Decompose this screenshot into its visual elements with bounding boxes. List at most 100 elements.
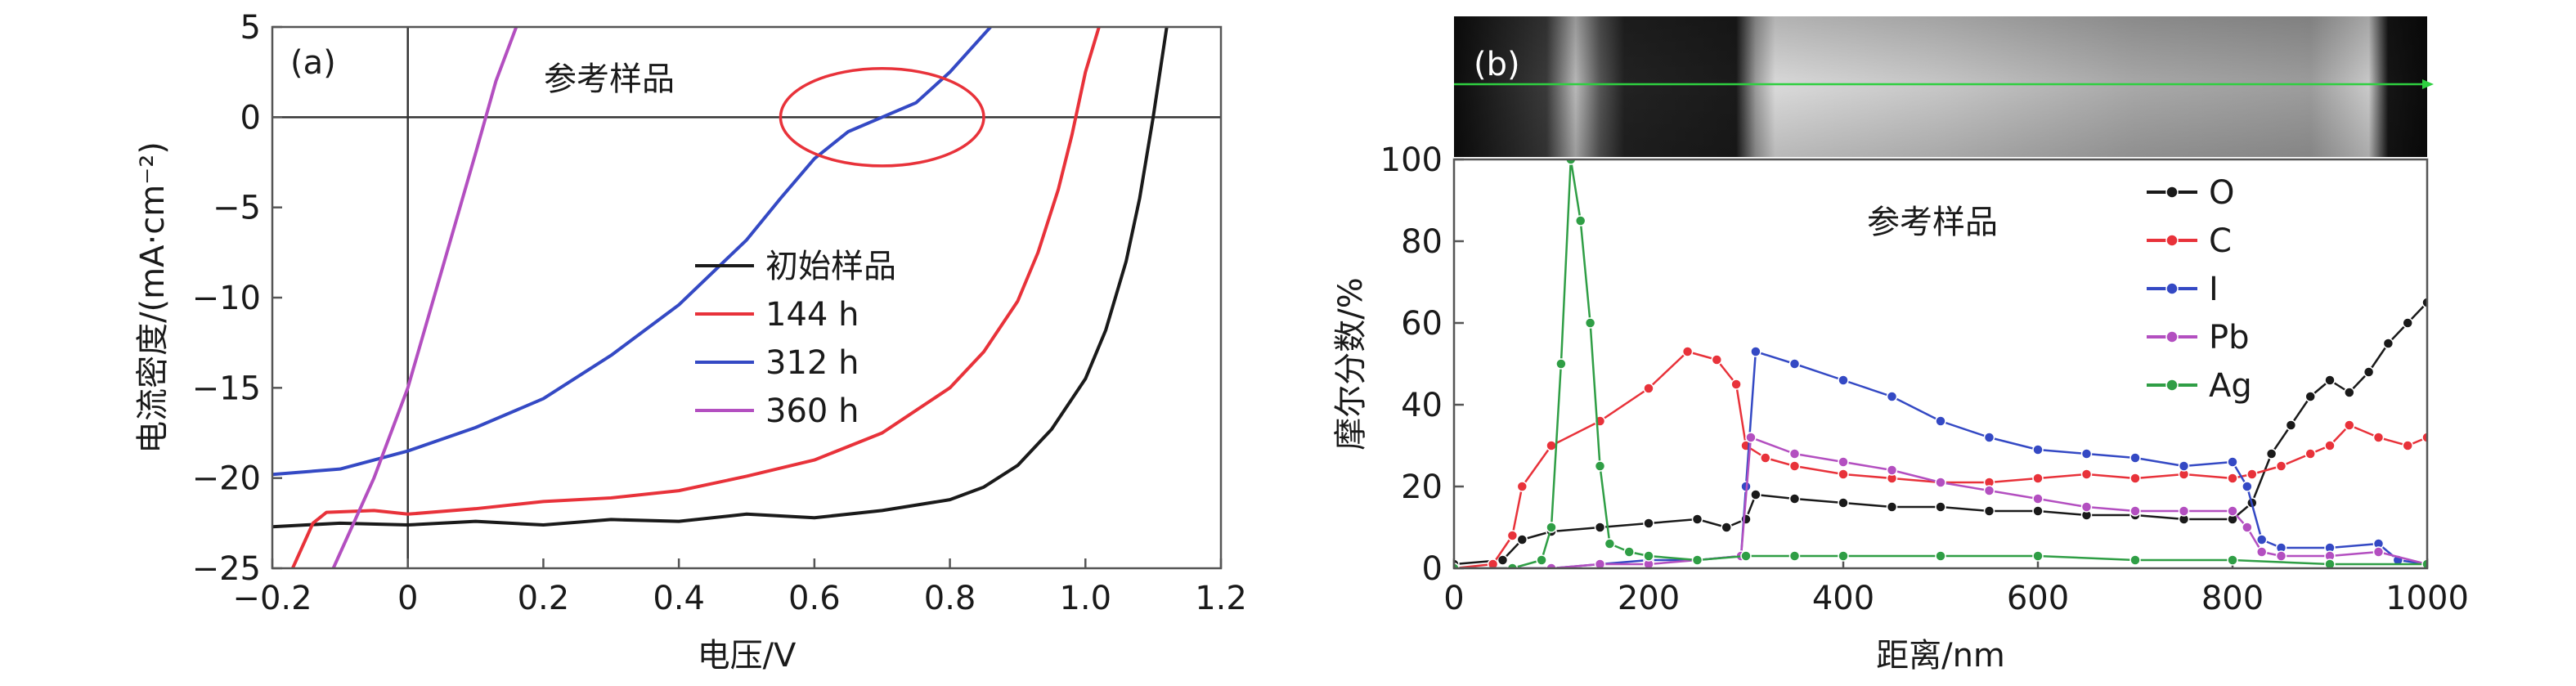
chart-b-data-point (2255, 546, 2268, 558)
chart-b-data-point (2080, 469, 2093, 480)
chart-b-data-point (1838, 374, 1849, 386)
chart-b-data-point (2227, 505, 2238, 517)
chart-b-data-point (2344, 387, 2355, 398)
chart-b-data-point (1788, 550, 1801, 562)
chart-b-data-point (2032, 493, 2044, 504)
chart-b-legend-label: Pb (2209, 319, 2250, 356)
chart-b-data-point (1454, 563, 1460, 568)
chart-b-y-tick-label: 100 (1380, 141, 1443, 179)
chart-b-data-point (1750, 346, 1761, 357)
chart-b-data-point (2032, 473, 2044, 484)
chart-b-data-point (1546, 563, 1557, 568)
chart-b-x-tick-label: 800 (2201, 580, 2264, 617)
chart-b-data-point (1983, 485, 1995, 496)
chart-b-data-point (1935, 501, 1946, 513)
chart-b-data-point (2382, 338, 2394, 349)
chart-a-y-tick-label: −25 (192, 550, 261, 588)
chart-b-x-tick-label: 0 (1443, 580, 1464, 617)
chart-b-x-tick-label: 400 (1812, 580, 1874, 617)
chart-a-legend-label: 312 h (765, 344, 859, 382)
chart-b-data-point (1711, 354, 1723, 365)
chart-a-panel-label: (a) (290, 44, 336, 82)
chart-b-annotation: 参考样品 (1867, 204, 1998, 241)
chart-b-data-point (2324, 558, 2336, 568)
chart-b-y-tick-label: 40 (1401, 387, 1443, 424)
chart-b-data-point (1506, 563, 1519, 568)
chart-b-data-point (2080, 501, 2093, 513)
chart-a-y-tick-label: −10 (192, 280, 261, 317)
chart-b-data-point (1584, 317, 1596, 329)
chart-b-data-point (1788, 460, 1801, 472)
chart-b-data-point (2402, 317, 2413, 329)
chart-b-legend-label: I (2209, 271, 2219, 308)
chart-a-series-line (272, 27, 992, 477)
chart-b-data-point (1935, 415, 1946, 427)
chart-a-frame (271, 25, 1223, 570)
chart-b-data-point (2227, 554, 2238, 566)
chart-a-x-axis-label: 电压/V (698, 637, 797, 675)
chart-b-data-point (1623, 546, 1635, 558)
chart-b-data-point (2324, 440, 2336, 451)
chart-b-data-point (1886, 501, 1898, 513)
chart-a-series-line (291, 27, 1101, 568)
chart-b-data-point (1643, 383, 1654, 394)
chart-a: −0.2 0 0.2 0.4 0.6 0.8 1.0 1.2−25−20−15−10−505 … (134, 9, 1247, 675)
chart-a-x-tick-label: 0.2 (518, 580, 570, 617)
chart-b-data-point (1536, 554, 1547, 566)
chart-b-data-point (1838, 469, 1849, 480)
chart-b-data-point (2032, 550, 2044, 562)
chart-b-legend-marker (2165, 330, 2179, 343)
chart-b-legend-label: C (2209, 222, 2232, 260)
chart-b-data-point (1594, 460, 1606, 472)
chart-b-data-point (1983, 505, 1995, 517)
chart-b-data-point (2285, 419, 2297, 431)
chart-b-x-tick-label: 600 (2007, 580, 2069, 617)
chart-b-data-point (2080, 448, 2093, 460)
chart-b-data-point (1594, 558, 1606, 568)
chart-a-legend-label: 360 h (765, 392, 859, 430)
chart-b-x-tick-label: 200 (1618, 580, 1680, 617)
chart-a-highlight-ellipse (779, 67, 985, 168)
chart-b-data-point (1886, 391, 1898, 402)
chart-a-y-tick-label: −5 (213, 190, 261, 227)
chart-b-data-point (1721, 522, 1732, 533)
chart-b-data-point (2032, 444, 2044, 455)
chart-a-x-tick-label: 1.2 (1195, 580, 1247, 617)
chart-b-panel-label: (b) (1474, 46, 1520, 83)
chart-b-data-point (2227, 473, 2238, 484)
chart-b-data-point (2344, 419, 2355, 431)
chart-b-data-point (2372, 432, 2385, 443)
chart-b-data-point (2242, 481, 2253, 492)
chart-a-y-tick-label: 0 (240, 99, 261, 137)
chart-b-y-axis-label: 摩尔分数/% (1332, 277, 1370, 450)
chart-b-data-point (1788, 358, 1801, 370)
chart-b-data-point (1730, 379, 1742, 390)
chart-b-data-point (1604, 538, 1616, 549)
chart-b-data-point (2372, 546, 2385, 558)
chart-b-legend-marker (2165, 379, 2179, 392)
chart-b-data-point (1760, 452, 1771, 464)
chart-a-x-tick-label: 0 (397, 580, 418, 617)
chart-b-data-point (1745, 432, 1757, 443)
chart-b-data-point (1546, 440, 1557, 451)
chart-b-frame (1452, 158, 2429, 570)
chart-b-data-point (2129, 505, 2141, 517)
chart-b-data-point (2255, 534, 2268, 545)
chart-b-data-point (2363, 366, 2375, 378)
chart-a-legend-label: 初始样品 (765, 248, 896, 285)
chart-b-x-tick-label: 1000 (2385, 580, 2469, 617)
chart-b-data-point (1565, 159, 1577, 165)
chart-b-data-point (2178, 505, 2190, 517)
chart-a-series-line (272, 27, 1169, 529)
chart-b-data-point (1516, 481, 1528, 492)
chart-a-x-tick-label: 0.4 (653, 580, 705, 617)
chart-b-data-point (1487, 558, 1499, 568)
chart-b-data-point (2421, 297, 2427, 308)
chart-b-data-point (1838, 497, 1849, 509)
chart-b-legend-label: O (2209, 174, 2234, 212)
chart-b-y-tick-label: 20 (1401, 469, 1443, 506)
chart-b-data-point (1935, 550, 1946, 562)
chart-b-series-line (1454, 159, 2427, 568)
chart-b-data-point (2129, 473, 2141, 484)
